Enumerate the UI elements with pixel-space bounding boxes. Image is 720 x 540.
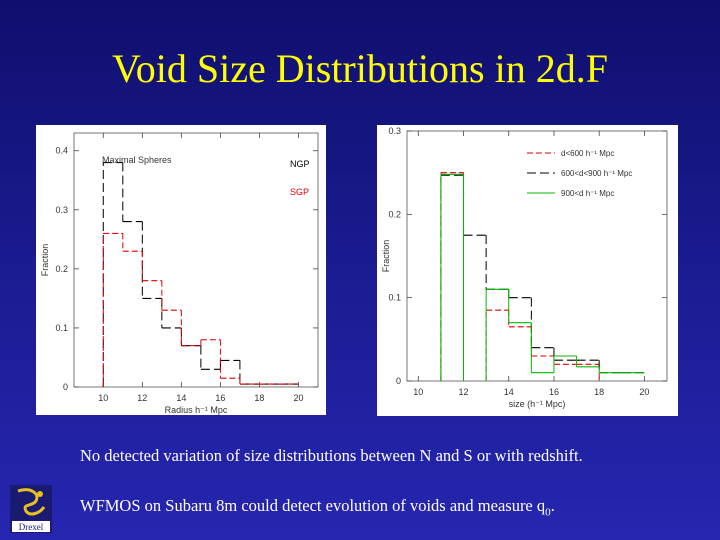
x-tick-label: 10 [413,387,423,397]
y-tick-label: 0.1 [388,293,401,303]
series-0 [102,161,299,387]
caption-wfmos-suffix: . [550,496,555,515]
x-tick-label: 14 [504,387,514,397]
series-2 [440,173,645,381]
y-tick-label: 0.2 [388,209,401,219]
caption-wfmos-text: WFMOS on Subaru 8m could detect evolutio… [80,496,546,515]
y-axis-label: Fraction [381,240,391,273]
x-tick-label: 18 [254,393,264,403]
logo-text: Drexel [19,522,44,532]
right-histogram-figure: 10 12 14 16 18 20 0 0.1 0.2 0.3 size (h⁻¹ Mpc) Frac… [377,125,678,416]
y-axis-label: Fraction [40,244,50,277]
x-tick-label: 10 [98,393,108,403]
drexel-dragon-icon: Drexel [10,485,52,533]
x-tick-label: 12 [137,393,147,403]
caption-variation-text: No detected variation of size distributi… [80,446,583,465]
series-1 [102,232,299,387]
x-axis-label: Radius h⁻¹ Mpc [165,405,228,415]
x-tick-label: 18 [594,387,604,397]
annotation-maximal-spheres: Maximal Spheres [102,155,172,165]
left-histogram-chart: 10 12 14 16 18 20 0 0.1 0.2 0.3 0.4 Radius h⁻¹ Mpc F… [40,132,319,415]
y-tick-label: 0 [396,376,401,386]
legend-label: 600<d<900 h⁻¹ Mpc [561,169,632,178]
y-tick-label: 0.2 [55,264,68,274]
x-tick-label: 20 [293,393,303,403]
x-tick-label: 20 [639,387,649,397]
x-tick-label: 12 [459,387,469,397]
legend-ngp: NGP [290,159,310,169]
caption-variation: No detected variation of size distributi… [80,446,583,466]
series-0 [440,172,600,381]
series-1 [440,174,645,381]
right-histogram-chart: 10 12 14 16 18 20 0 0.1 0.2 0.3 size (h⁻¹ Mpc) Frac… [381,126,668,409]
left-histogram-figure: 10 12 14 16 18 20 0 0.1 0.2 0.3 0.4 Radius h⁻¹ Mpc F… [36,125,326,415]
x-axis-label: size (h⁻¹ Mpc) [509,399,566,409]
legend-sgp: SGP [290,187,309,197]
y-tick-label: 0.4 [55,146,68,156]
caption-wfmos: WFMOS on Subaru 8m could detect evolutio… [80,496,555,518]
x-tick-label: 16 [215,393,225,403]
y-tick-label: 0.1 [55,323,68,333]
slide-title: Void Size Distributions in 2d.F [112,46,608,91]
drexel-logo: Drexel [10,485,52,533]
y-tick-label: 0.3 [55,205,68,215]
x-tick-label: 14 [176,393,186,403]
plot-frame [73,132,319,388]
y-tick-label: 0.3 [388,126,401,136]
y-tick-label: 0 [63,382,68,392]
caption-wfmos-subscript: 0 [545,506,551,519]
x-tick-label: 16 [549,387,559,397]
plot-frame [406,130,668,382]
legend-label: 900<d h⁻¹ Mpc [561,189,614,198]
legend-label: d<600 h⁻¹ Mpc [561,149,614,158]
